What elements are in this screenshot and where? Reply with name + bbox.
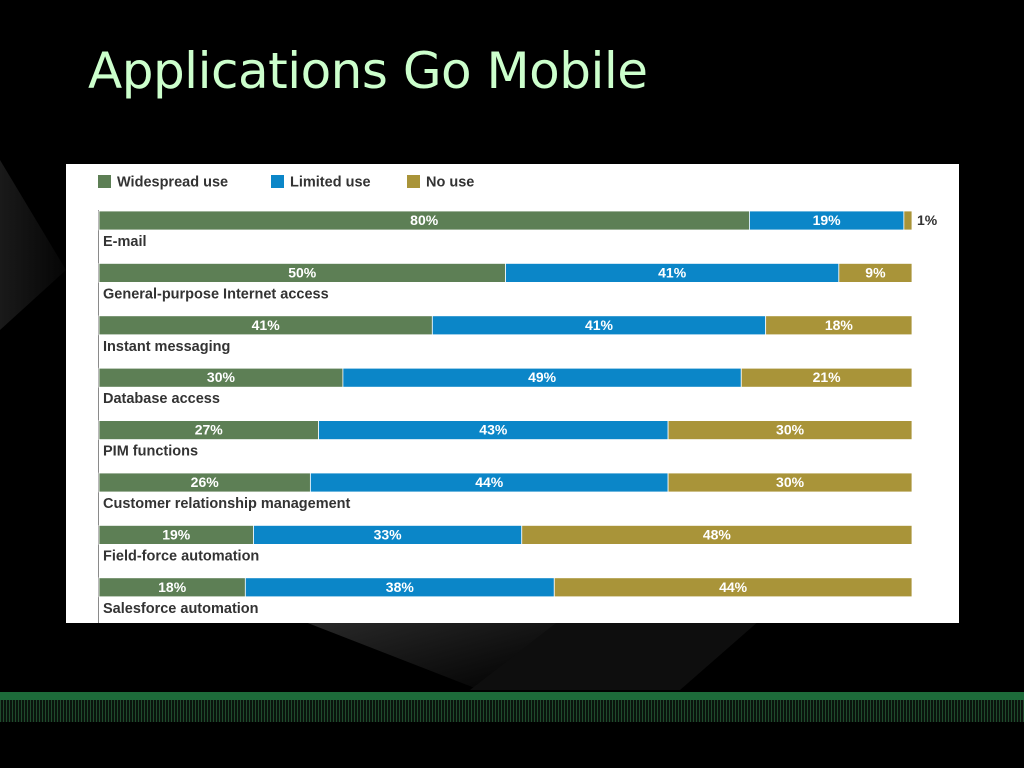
data-label-e-mail-no-use: 1% (917, 212, 938, 228)
data-label-instant-messaging-widespread-use: 41% (252, 317, 281, 333)
legend-swatch-limited-use (271, 175, 284, 188)
data-label-pim-functions-limited-use: 43% (479, 422, 508, 438)
data-label-field-force-automation-limited-use: 33% (374, 526, 403, 542)
category-label-field-force-automation: Field-force automation (103, 548, 259, 564)
data-label-general-purpose-internet-access-widespread-use: 50% (288, 264, 317, 280)
data-label-e-mail-limited-use: 19% (813, 212, 842, 228)
legend-swatch-no-use (407, 175, 420, 188)
category-label-salesforce-automation: Salesforce automation (103, 601, 259, 617)
bar-general-purpose-internet-access-no-use (838, 263, 913, 283)
footer-band (0, 692, 1024, 700)
bar-customer-relationship-management-no-use (667, 472, 913, 493)
category-label-customer-relationship-management: Customer relationship management (103, 496, 351, 512)
data-label-database-access-no-use: 21% (813, 369, 842, 385)
legend-label-widespread-use: Widespread use (117, 175, 228, 191)
data-label-customer-relationship-management-no-use: 30% (776, 474, 805, 490)
footer-hatch (0, 700, 1024, 722)
data-label-pim-functions-no-use: 30% (776, 422, 805, 438)
data-label-salesforce-automation-no-use: 44% (719, 579, 748, 595)
stacked-bar-chart: Widespread use Limited use No use 80% 19% 1% E… (98, 175, 938, 623)
legend-label-limited-use: Limited use (290, 175, 371, 191)
bar-e-mail-no-use (903, 210, 913, 231)
data-label-instant-messaging-limited-use: 41% (585, 317, 614, 333)
bar-field-force-automation-no-use (521, 524, 913, 545)
legend-label-no-use: No use (426, 175, 474, 191)
category-label-e-mail: E-mail (103, 234, 147, 250)
bar-salesforce-automation-no-use (553, 577, 913, 598)
bar-database-access-no-use (740, 367, 913, 388)
data-label-customer-relationship-management-limited-use: 44% (475, 474, 504, 490)
slide-title: Applications Go Mobile (88, 42, 648, 100)
data-label-instant-messaging-no-use: 18% (825, 317, 854, 333)
category-label-instant-messaging: Instant messaging (103, 339, 230, 355)
data-label-salesforce-automation-widespread-use: 18% (158, 579, 187, 595)
chart-panel: Widespread use Limited use No use 80% 19% 1% E… (66, 164, 959, 623)
category-label-pim-functions: PIM functions (103, 444, 198, 460)
bar-pim-functions-no-use (667, 420, 913, 441)
data-label-e-mail-widespread-use: 80% (410, 212, 439, 228)
data-label-general-purpose-internet-access-no-use: 9% (865, 264, 886, 280)
data-label-salesforce-automation-limited-use: 38% (386, 579, 415, 595)
data-label-pim-functions-widespread-use: 27% (195, 422, 224, 438)
category-label-database-access: Database access (103, 391, 220, 407)
data-label-general-purpose-internet-access-limited-use: 41% (658, 264, 687, 280)
data-label-database-access-widespread-use: 30% (207, 369, 236, 385)
data-label-database-access-limited-use: 49% (528, 369, 557, 385)
data-label-field-force-automation-widespread-use: 19% (162, 526, 191, 542)
legend-swatch-widespread-use (98, 175, 111, 188)
data-label-field-force-automation-no-use: 48% (703, 526, 732, 542)
data-label-customer-relationship-management-widespread-use: 26% (191, 474, 220, 490)
bar-instant-messaging-no-use (765, 315, 913, 336)
category-label-general-purpose-internet-access: General-purpose Internet access (103, 286, 329, 302)
